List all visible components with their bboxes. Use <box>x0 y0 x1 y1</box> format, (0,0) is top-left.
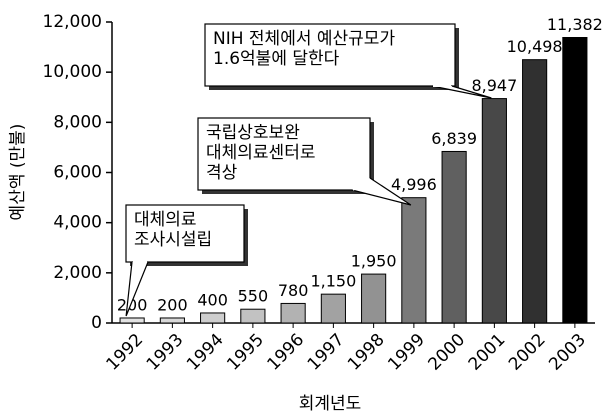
x-tick-label: 1992 <box>102 330 147 375</box>
data-label: 6,839 <box>431 129 477 148</box>
bar <box>401 197 427 324</box>
annotation-text: 대체의료센터로 <box>206 143 315 163</box>
bar <box>200 312 226 324</box>
annotation-text: NIH 전체에서 예산규모가 <box>213 29 395 49</box>
bar <box>159 317 185 324</box>
x-tick-label: 1997 <box>304 330 349 375</box>
y-tick-label: 12,000 <box>43 12 102 32</box>
x-tick-label: 1993 <box>143 330 188 375</box>
x-tick-label: 1995 <box>223 330 268 375</box>
data-label: 8,947 <box>471 76 517 95</box>
data-label: 1,150 <box>310 272 356 291</box>
data-label: 780 <box>278 281 309 300</box>
bar <box>119 317 145 324</box>
bar <box>562 37 588 324</box>
x-tick-label: 1994 <box>183 330 228 375</box>
data-label: 11,382 <box>547 15 603 34</box>
data-label: 1,950 <box>351 252 397 271</box>
bar <box>280 302 306 324</box>
x-tick-label: 1996 <box>263 330 308 375</box>
data-label: 550 <box>238 287 269 306</box>
data-label: 4,996 <box>391 175 437 194</box>
x-tick-label: 2000 <box>424 330 469 375</box>
callout-pointer-mask <box>352 177 370 191</box>
bar <box>361 273 387 324</box>
annotation-text: 1.6억불에 달한다 <box>213 49 340 69</box>
callout-pointer <box>125 261 149 317</box>
x-tick-label: 2002 <box>505 330 550 375</box>
y-tick-label: 0 <box>91 313 102 333</box>
x-tick-label: 1998 <box>344 330 389 375</box>
data-label: 200 <box>157 295 188 314</box>
annotation-text: 격상 <box>206 163 238 183</box>
bar <box>441 150 467 324</box>
callout-box <box>204 23 456 87</box>
x-tick-label: 1999 <box>384 330 429 375</box>
data-label: 400 <box>197 290 228 309</box>
callout-box <box>197 117 371 191</box>
callout-pointer <box>431 85 492 99</box>
y-tick-label: 2,000 <box>53 263 102 283</box>
y-tick-label: 10,000 <box>43 62 102 82</box>
bar <box>522 59 548 324</box>
bar <box>240 308 266 324</box>
y-tick-label: 8,000 <box>53 112 102 132</box>
x-tick-label: 2003 <box>545 330 590 375</box>
data-label: 200 <box>117 295 148 314</box>
y-tick-label: 4,000 <box>53 213 102 233</box>
bar <box>481 98 507 324</box>
bar <box>320 293 346 324</box>
callout-box <box>125 204 245 263</box>
annotation-text: 조사시설립 <box>134 230 212 250</box>
x-axis-label: 회계년도 <box>299 394 362 414</box>
data-label: 10,498 <box>507 37 563 56</box>
y-tick-label: 6,000 <box>53 163 102 183</box>
callout-pointer <box>351 177 412 206</box>
x-tick-label: 2001 <box>465 330 510 375</box>
annotation-text: 대체의료 <box>134 210 197 230</box>
annotation-text: 국립상호보완 <box>206 123 300 143</box>
y-axis-label: 예산액 (만불) <box>8 124 28 221</box>
